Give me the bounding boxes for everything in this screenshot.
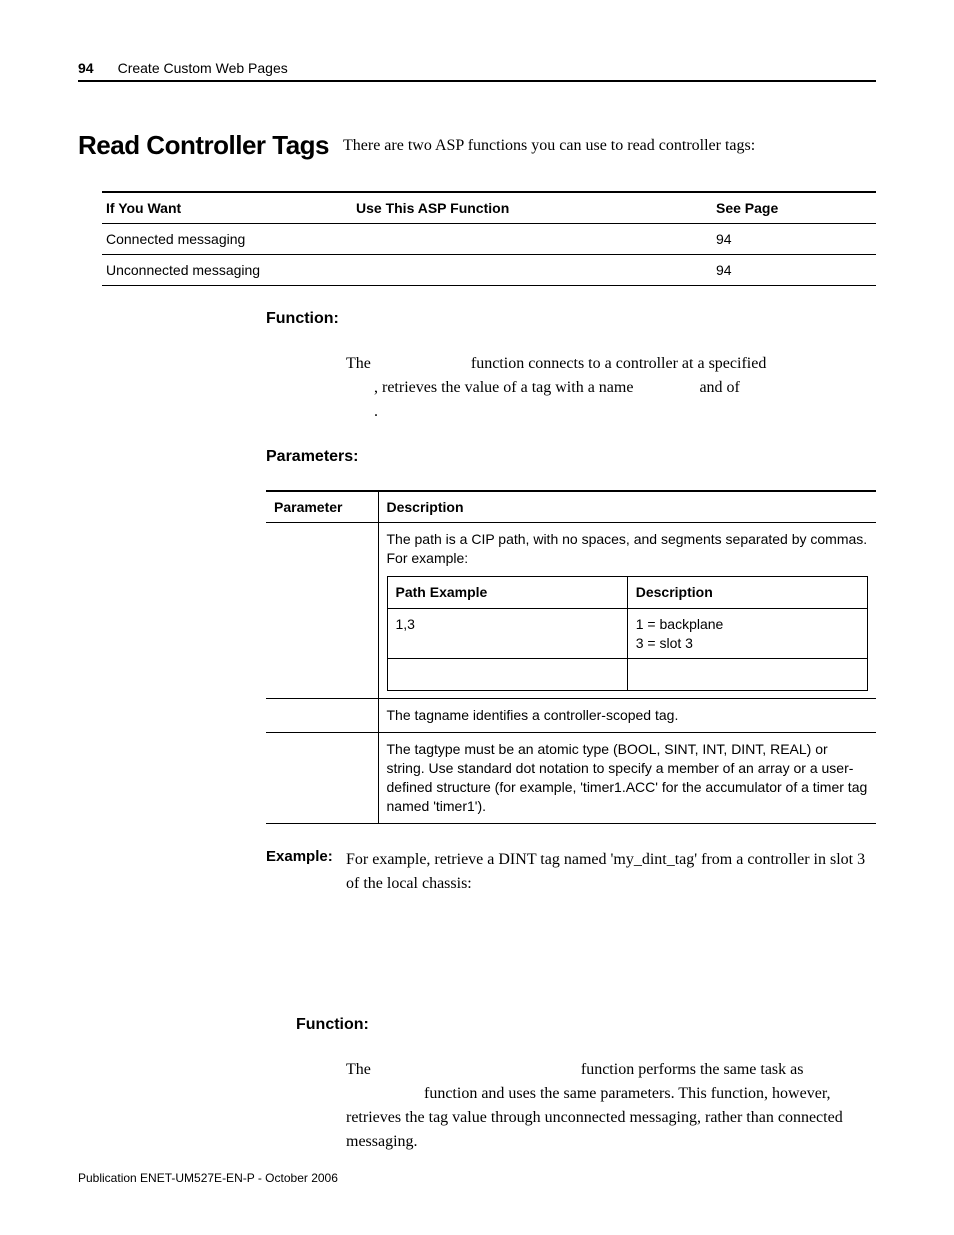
function-description-2: The function performs the same task as fu… — [346, 1058, 866, 1154]
td-param — [266, 523, 378, 699]
desc-intro: The path is a CIP path, with no spaces, … — [387, 530, 869, 568]
td-empty — [387, 659, 627, 691]
chapter-title: Create Custom Web Pages — [118, 60, 288, 76]
page-number: 94 — [78, 60, 94, 76]
section-intro: There are two ASP functions you can use … — [343, 130, 755, 158]
table-row: The path is a CIP path, with no spaces, … — [266, 523, 876, 699]
td-desc: The tagtype must be an atomic type (BOOL… — [378, 733, 876, 824]
th-path-example: Path Example — [387, 576, 627, 608]
td-want: Connected messaging — [102, 224, 352, 255]
text: and of — [699, 379, 739, 396]
table-row: 1,3 1 = backplane 3 = slot 3 — [387, 608, 868, 659]
td-empty — [627, 659, 867, 691]
table-header-row: Path Example Description — [387, 576, 868, 608]
parameters-table: Parameter Description The path is a CIP … — [266, 490, 876, 824]
td-path: 1,3 — [387, 608, 627, 659]
text: function connects to a controller at a s… — [471, 355, 766, 372]
table-row — [387, 659, 868, 691]
page-header: 94 Create Custom Web Pages — [78, 60, 876, 82]
td-want: Unconnected messaging — [102, 255, 352, 286]
document-page: 94 Create Custom Web Pages Read Controll… — [0, 0, 954, 1235]
example-label: Example: — [266, 848, 346, 896]
example-text: For example, retrieve a DINT tag named '… — [346, 848, 876, 896]
parameters-heading: Parameters: — [266, 448, 876, 466]
td-path-desc: 1 = backplane 3 = slot 3 — [627, 608, 867, 659]
td-param — [266, 733, 378, 824]
text: . — [374, 403, 378, 420]
functions-table: If You Want Use This ASP Function See Pa… — [102, 191, 876, 286]
function-heading-1: Function: — [266, 310, 876, 328]
th-asp-function: Use This ASP Function — [352, 192, 712, 224]
td-page: 94 — [712, 255, 876, 286]
th-if-you-want: If You Want — [102, 192, 352, 224]
text: function performs the same task as — [581, 1061, 804, 1078]
td-desc: The path is a CIP path, with no spaces, … — [378, 523, 876, 699]
text: The — [346, 1061, 371, 1078]
text: , retrieves the value of a tag with a na… — [374, 379, 633, 396]
table-header-row: If You Want Use This ASP Function See Pa… — [102, 192, 876, 224]
td-param — [266, 699, 378, 733]
function-heading-2: Function: — [296, 1016, 876, 1034]
section-heading: Read Controller Tags — [78, 130, 343, 161]
td-func — [352, 224, 712, 255]
table-row: The tagname identifies a controller-scop… — [266, 699, 876, 733]
td-desc: The tagname identifies a controller-scop… — [378, 699, 876, 733]
th-path-desc: Description — [627, 576, 867, 608]
example-block: Example: For example, retrieve a DINT ta… — [266, 848, 876, 896]
th-parameter: Parameter — [266, 491, 378, 523]
td-func — [352, 255, 712, 286]
path-example-table: Path Example Description 1,3 1 = backpla… — [387, 576, 869, 692]
th-see-page: See Page — [712, 192, 876, 224]
section-header-row: Read Controller Tags There are two ASP f… — [78, 130, 876, 161]
publication-footer: Publication ENET-UM527E-EN-P - October 2… — [78, 1171, 338, 1185]
function-description-1: The function connects to a controller at … — [346, 352, 866, 424]
table-row: Unconnected messaging 94 — [102, 255, 876, 286]
table-row: The tagtype must be an atomic type (BOOL… — [266, 733, 876, 824]
th-description: Description — [378, 491, 876, 523]
text: function and uses the same parameters. T… — [346, 1085, 843, 1150]
text: The — [346, 355, 371, 372]
td-page: 94 — [712, 224, 876, 255]
table-row: Connected messaging 94 — [102, 224, 876, 255]
table-header-row: Parameter Description — [266, 491, 876, 523]
